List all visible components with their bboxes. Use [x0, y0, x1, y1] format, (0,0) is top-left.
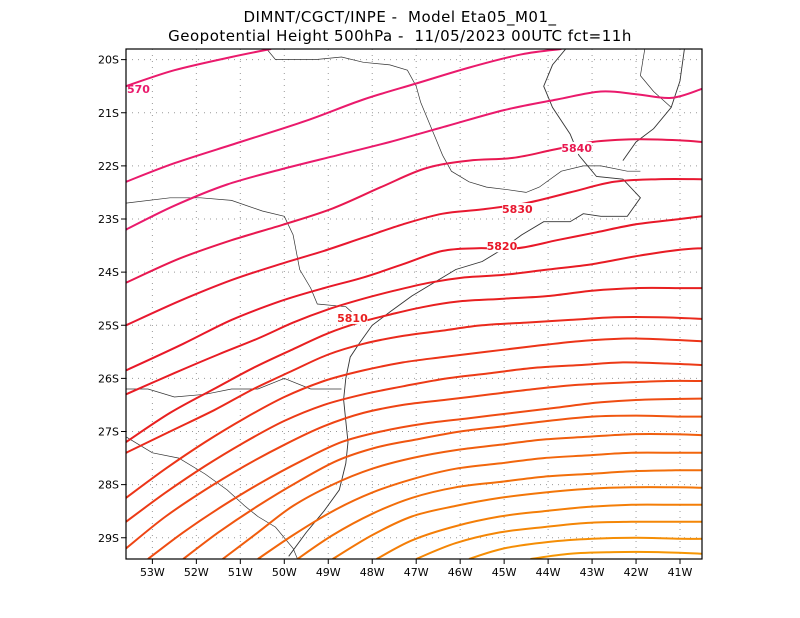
contour-line — [468, 536, 702, 559]
figure-title-line2: Geopotential Height 500hPa - 11/05/2023 … — [168, 27, 632, 45]
x-tick-label: 46W — [448, 566, 473, 579]
contour-line — [126, 215, 702, 372]
contour-label-bg — [502, 203, 533, 216]
contour-line — [126, 49, 562, 183]
contour-line — [126, 247, 702, 396]
contour-label-bg — [561, 141, 592, 154]
contour-line — [126, 286, 702, 443]
x-tick-label: 42W — [624, 566, 649, 579]
coastline — [622, 49, 685, 161]
y-tick-label: 24S — [98, 266, 119, 279]
x-tick-label: 52W — [184, 566, 209, 579]
contour-label: 5840 — [561, 142, 592, 155]
contour-line — [126, 361, 702, 523]
contour-line — [126, 87, 702, 231]
contour-line — [222, 432, 702, 559]
x-tick-label: 43W — [580, 566, 605, 579]
contour-label: 5820 — [487, 240, 518, 253]
y-tick-label: 23S — [98, 213, 119, 226]
y-tick-label: 25S — [98, 319, 119, 332]
contour-line — [376, 503, 702, 559]
contour-line — [182, 414, 702, 559]
y-tick-label: 26S — [98, 372, 119, 385]
x-tick-label: 41W — [668, 566, 693, 579]
y-tick-label: 22S — [98, 160, 119, 173]
x-tick-label: 48W — [360, 566, 385, 579]
contour-line — [126, 138, 702, 284]
contour-line — [332, 486, 702, 559]
y-tick-label: 28S — [98, 479, 119, 492]
contour-line — [126, 379, 702, 550]
contour-line — [296, 469, 702, 559]
lat-lon-grid — [126, 49, 702, 559]
contour-line — [530, 550, 702, 559]
geography-lines — [126, 49, 685, 559]
contour-line — [126, 316, 702, 454]
contour-line — [126, 177, 702, 327]
coastline — [288, 49, 641, 557]
state-border — [126, 378, 342, 398]
figure-title-line1: DIMNT/CGCT/INPE - Model Eta05_M01_ — [243, 8, 557, 26]
contour-label-bg — [337, 311, 368, 324]
x-tick-label: 53W — [140, 566, 165, 579]
contour-line — [257, 451, 702, 559]
contour-label-edge: 570 — [127, 83, 150, 96]
y-tick-label: 27S — [98, 426, 119, 439]
contour-line — [415, 520, 702, 559]
axes: 53W 52W 51W 50W 49W 48W 47W 46W 45W 44W 43W 42W 41W 2… — [98, 54, 693, 579]
y-tick-label: 29S — [98, 532, 119, 545]
x-tick-label: 49W — [316, 566, 341, 579]
x-tick-label: 50W — [272, 566, 297, 579]
contour-labels: 5840 5830 5820 5810 570 — [127, 83, 592, 325]
x-tick-label: 51W — [228, 566, 253, 579]
x-tick-label: 45W — [492, 566, 517, 579]
contour-line — [126, 49, 272, 88]
plot-frame — [125, 48, 703, 560]
contour-line — [147, 397, 702, 559]
state-border — [266, 49, 641, 193]
contour-line — [126, 337, 702, 499]
x-tick-label: 47W — [404, 566, 429, 579]
contour-lines — [126, 49, 702, 559]
contour-label: 5830 — [502, 203, 533, 216]
y-tick-label: 20S — [98, 54, 119, 67]
x-tick-label: 44W — [536, 566, 561, 579]
contour-label-bg — [486, 240, 517, 253]
state-border — [640, 49, 672, 108]
y-tick-label: 21S — [98, 107, 119, 120]
state-border — [126, 197, 355, 315]
contour-label: 5810 — [337, 312, 368, 325]
